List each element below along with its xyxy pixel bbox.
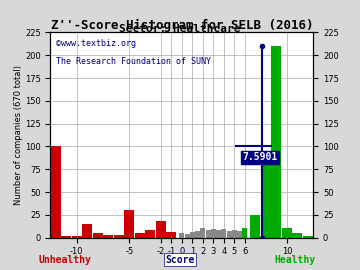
Bar	[72, 236, 82, 238]
Bar	[211, 230, 216, 238]
Bar	[82, 224, 92, 238]
Y-axis label: Number of companies (670 total): Number of companies (670 total)	[14, 65, 23, 205]
Bar	[124, 210, 134, 238]
Bar	[195, 231, 200, 238]
Bar	[200, 228, 205, 238]
Text: The Research Foundation of SUNY: The Research Foundation of SUNY	[56, 57, 211, 66]
Text: Unhealthy: Unhealthy	[39, 255, 91, 265]
Bar	[206, 230, 211, 238]
Bar	[103, 235, 113, 238]
Bar	[156, 221, 166, 238]
Bar	[261, 165, 271, 238]
Text: ©www.textbiz.org: ©www.textbiz.org	[56, 39, 136, 48]
Text: 7.5901: 7.5901	[243, 152, 278, 162]
Bar	[135, 233, 145, 238]
Bar	[232, 230, 237, 238]
Bar	[303, 236, 313, 238]
Text: Healthy: Healthy	[275, 255, 316, 265]
Bar	[221, 230, 226, 238]
Text: Sector: Healthcare: Sector: Healthcare	[119, 24, 241, 34]
Bar	[179, 233, 184, 238]
Bar	[251, 215, 260, 238]
Text: Score: Score	[165, 255, 195, 265]
Bar	[226, 231, 231, 238]
Bar	[185, 234, 190, 238]
Bar	[237, 231, 242, 238]
Bar	[114, 235, 124, 238]
Bar	[166, 232, 176, 238]
Bar	[242, 228, 247, 238]
Bar	[61, 236, 71, 238]
Bar	[216, 230, 221, 238]
Bar	[145, 230, 155, 238]
Bar	[93, 233, 103, 238]
Bar	[271, 46, 282, 238]
Bar	[282, 228, 292, 238]
Bar	[51, 146, 60, 238]
Bar	[190, 232, 195, 238]
Title: Z''-Score Histogram for SELB (2016): Z''-Score Histogram for SELB (2016)	[50, 19, 313, 32]
Bar	[292, 233, 302, 238]
